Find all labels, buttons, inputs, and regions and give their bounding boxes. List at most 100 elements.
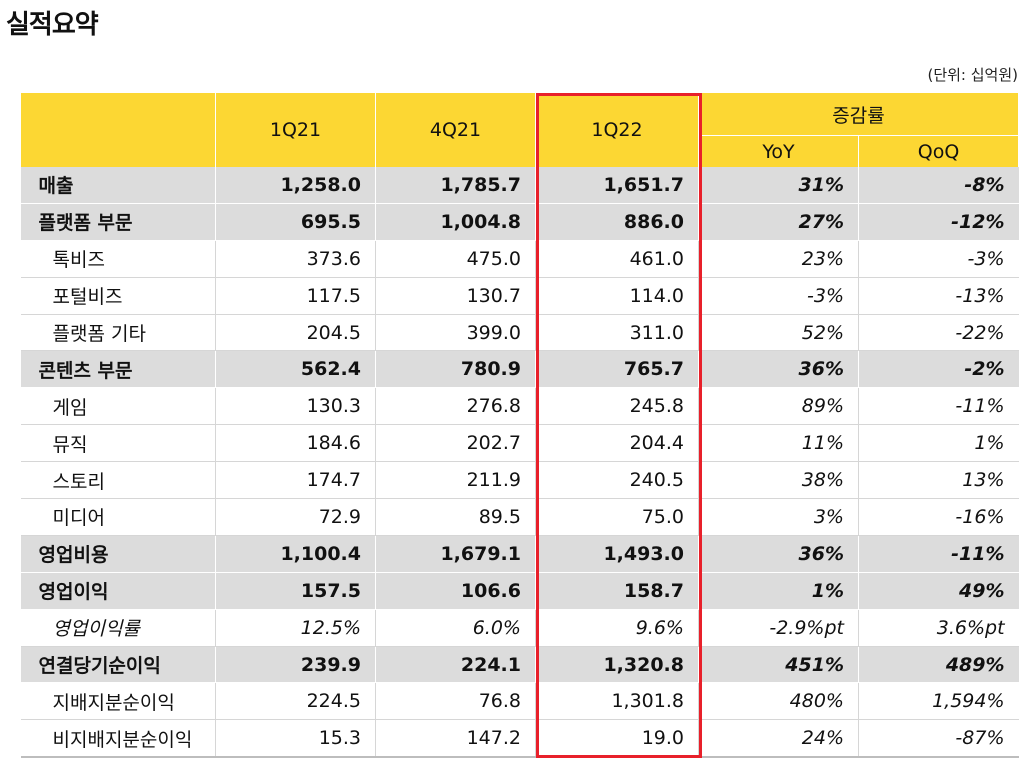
- header-blank: [20, 93, 216, 167]
- row-label: 매출: [20, 167, 216, 204]
- cell-1q22: 461.0: [535, 240, 699, 278]
- table-row: 영업이익률 12.5% 6.0% 9.6% -2.9%pt 3.6%pt: [20, 609, 1019, 647]
- table-row: 콘텐츠 부문 562.4 780.9 765.7 36% -2%: [20, 350, 1019, 389]
- cell-1q21: 239.9: [215, 646, 376, 684]
- cell-4q21: 89.5: [375, 498, 536, 536]
- cell-qoq: 13%: [857, 461, 1019, 500]
- cell-1q21: 12.5%: [215, 609, 376, 647]
- table-row: 톡비즈 373.6 475.0 461.0 23% -3%: [20, 240, 1019, 278]
- row-label: 비지배지분순이익: [20, 719, 216, 759]
- cell-qoq: -13%: [857, 277, 1019, 315]
- cell-yoy: -3%: [698, 277, 859, 315]
- cell-qoq: -2%: [857, 350, 1019, 389]
- cell-yoy: 27%: [698, 203, 859, 241]
- table-row: 게임 130.3 276.8 245.8 89% -11%: [20, 387, 1019, 426]
- cell-1q22: 158.7: [535, 572, 699, 610]
- cell-4q21: 780.9: [375, 350, 536, 389]
- table-row: 비지배지분순이익 15.3 147.2 19.0 24% -87%: [20, 719, 1019, 759]
- row-label: 지배지분순이익: [20, 682, 216, 721]
- table-row: 뮤직 184.6 202.7 204.4 11% 1%: [20, 424, 1019, 463]
- cell-1q21: 130.3: [215, 387, 376, 426]
- table-row: 연결당기순이익 239.9 224.1 1,320.8 451% 489%: [20, 646, 1019, 684]
- table-row: 플랫폼 기타 204.5 399.0 311.0 52% -22%: [20, 314, 1019, 352]
- cell-1q21: 15.3: [215, 719, 376, 759]
- table-row: 영업이익 157.5 106.6 158.7 1% 49%: [20, 572, 1019, 610]
- cell-qoq: -8%: [857, 167, 1019, 204]
- cell-4q21: 147.2: [375, 719, 536, 759]
- cell-4q21: 76.8: [375, 682, 536, 721]
- cell-yoy: 36%: [698, 535, 859, 573]
- cell-yoy: 3%: [698, 498, 859, 536]
- cell-4q21: 224.1: [375, 646, 536, 684]
- cell-yoy: 480%: [698, 682, 859, 721]
- row-label: 게임: [20, 387, 216, 426]
- cell-1q22: 75.0: [535, 498, 699, 536]
- cell-1q22: 1,651.7: [535, 167, 699, 204]
- cell-yoy: 89%: [698, 387, 859, 426]
- summary-table-wrapper: 1Q21 4Q21 1Q22 증감률 YoY QoQ 매출 1,258.0 1,…: [20, 93, 1020, 759]
- cell-yoy: 52%: [698, 314, 859, 352]
- row-label: 연결당기순이익: [20, 646, 216, 684]
- cell-4q21: 276.8: [375, 387, 536, 426]
- cell-1q22: 886.0: [535, 203, 699, 241]
- cell-yoy: 38%: [698, 461, 859, 500]
- cell-yoy: 31%: [698, 167, 859, 204]
- row-label: 플랫폼 부문: [20, 203, 216, 241]
- cell-yoy: 24%: [698, 719, 859, 759]
- unit-note: (단위: 십억원): [927, 66, 1018, 84]
- cell-1q22: 311.0: [535, 314, 699, 352]
- cell-4q21: 1,679.1: [375, 535, 536, 573]
- cell-qoq: 1%: [857, 424, 1019, 463]
- row-label: 스토리: [20, 461, 216, 500]
- table-row: 매출 1,258.0 1,785.7 1,651.7 31% -8%: [20, 167, 1019, 204]
- cell-yoy: 23%: [698, 240, 859, 278]
- table-row: 포털비즈 117.5 130.7 114.0 -3% -13%: [20, 277, 1019, 315]
- header-1q21: 1Q21: [215, 93, 376, 167]
- row-label: 포털비즈: [20, 277, 216, 315]
- cell-yoy: -2.9%pt: [698, 609, 859, 647]
- cell-1q21: 1,100.4: [215, 535, 376, 573]
- cell-qoq: -16%: [857, 498, 1019, 536]
- cell-1q21: 204.5: [215, 314, 376, 352]
- row-label: 미디어: [20, 498, 216, 536]
- cell-1q22: 1,493.0: [535, 535, 699, 573]
- cell-4q21: 6.0%: [375, 609, 536, 647]
- header-yoy: YoY: [698, 135, 859, 167]
- cell-1q21: 562.4: [215, 350, 376, 389]
- cell-1q21: 1,258.0: [215, 167, 376, 204]
- cell-1q21: 157.5: [215, 572, 376, 610]
- cell-qoq: -87%: [857, 719, 1019, 759]
- table-row: 영업비용 1,100.4 1,679.1 1,493.0 36% -11%: [20, 535, 1019, 573]
- cell-1q22: 765.7: [535, 350, 699, 389]
- cell-4q21: 211.9: [375, 461, 536, 500]
- table-row: 미디어 72.9 89.5 75.0 3% -16%: [20, 498, 1019, 536]
- cell-4q21: 202.7: [375, 424, 536, 463]
- cell-yoy: 451%: [698, 646, 859, 684]
- cell-4q21: 399.0: [375, 314, 536, 352]
- cell-4q21: 1,004.8: [375, 203, 536, 241]
- cell-4q21: 106.6: [375, 572, 536, 610]
- cell-yoy: 1%: [698, 572, 859, 610]
- cell-1q22: 9.6%: [535, 609, 699, 647]
- cell-qoq: 1,594%: [857, 682, 1019, 721]
- cell-1q21: 117.5: [215, 277, 376, 315]
- summary-table: 1Q21 4Q21 1Q22 증감률 YoY QoQ 매출 1,258.0 1,…: [20, 93, 1020, 759]
- cell-1q21: 184.6: [215, 424, 376, 463]
- cell-1q21: 72.9: [215, 498, 376, 536]
- cell-yoy: 36%: [698, 350, 859, 389]
- page-title: 실적요약: [6, 10, 99, 40]
- row-label: 콘텐츠 부문: [20, 350, 216, 389]
- cell-1q22: 114.0: [535, 277, 699, 315]
- cell-qoq: 489%: [857, 646, 1019, 684]
- cell-qoq: -12%: [857, 203, 1019, 241]
- row-label: 톡비즈: [20, 240, 216, 278]
- row-label: 영업비용: [20, 535, 216, 573]
- row-label: 영업이익률: [20, 609, 216, 647]
- table-row: 지배지분순이익 224.5 76.8 1,301.8 480% 1,594%: [20, 682, 1019, 721]
- cell-4q21: 1,785.7: [375, 167, 536, 204]
- table-row: 스토리 174.7 211.9 240.5 38% 13%: [20, 461, 1019, 500]
- cell-4q21: 475.0: [375, 240, 536, 278]
- header-qoq: QoQ: [857, 135, 1020, 167]
- header-1q22: 1Q22: [535, 93, 699, 167]
- row-label: 플랫폼 기타: [20, 314, 216, 352]
